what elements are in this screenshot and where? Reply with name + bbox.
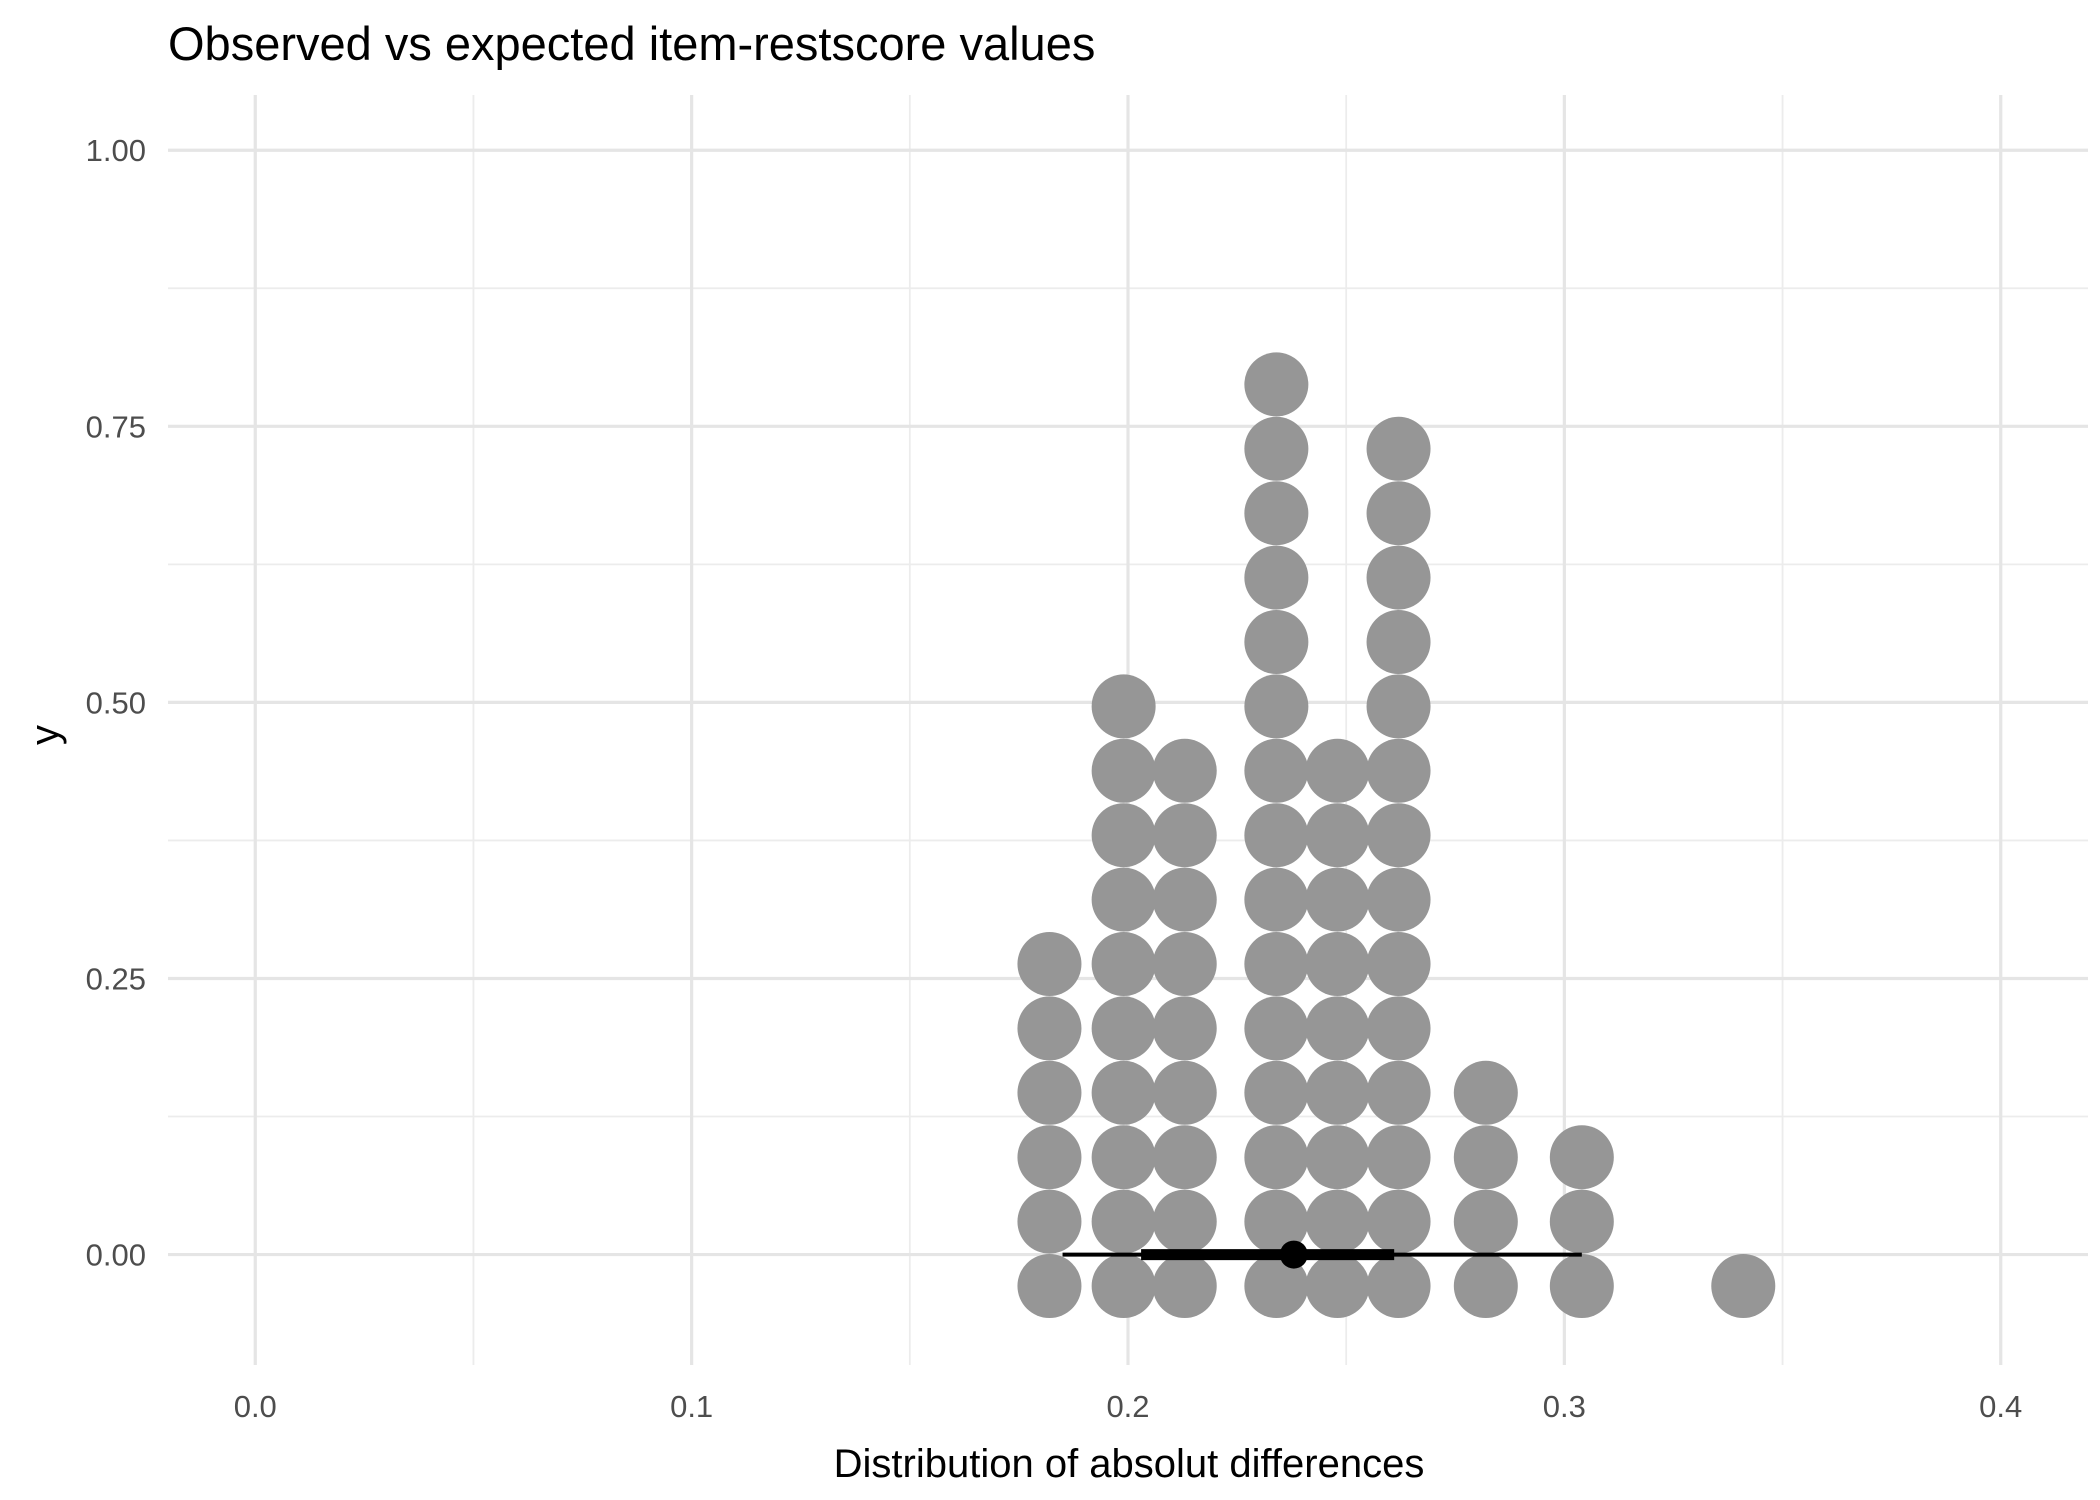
dot bbox=[1453, 1254, 1518, 1318]
dot bbox=[1244, 1125, 1309, 1190]
dot bbox=[1152, 1189, 1217, 1254]
dot bbox=[1244, 996, 1309, 1061]
dot bbox=[1091, 803, 1156, 868]
dot bbox=[1453, 1189, 1518, 1254]
dot bbox=[1366, 1060, 1431, 1125]
dot bbox=[1152, 1254, 1217, 1318]
dot bbox=[1366, 803, 1431, 868]
dot bbox=[1305, 803, 1370, 868]
dot bbox=[1091, 674, 1156, 739]
dot bbox=[1244, 803, 1309, 868]
dot bbox=[1366, 996, 1431, 1061]
dot bbox=[1305, 996, 1370, 1061]
dot bbox=[1152, 932, 1217, 996]
dot bbox=[1017, 1125, 1082, 1190]
y-tick-label: 0.25 bbox=[86, 961, 146, 996]
point-interval bbox=[1062, 1240, 1582, 1269]
x-tick-label: 0.0 bbox=[234, 1389, 277, 1424]
x-axis-title: Distribution of absolut differences bbox=[834, 1442, 1425, 1486]
dot bbox=[1549, 1254, 1614, 1318]
dot bbox=[1549, 1125, 1614, 1190]
dot bbox=[1091, 996, 1156, 1061]
dot bbox=[1244, 610, 1309, 674]
dot bbox=[1152, 867, 1217, 932]
dot bbox=[1244, 1060, 1309, 1125]
dot bbox=[1244, 545, 1309, 610]
dot bbox=[1244, 416, 1309, 481]
dot bbox=[1549, 1189, 1614, 1254]
dot bbox=[1152, 1060, 1217, 1125]
median-point bbox=[1279, 1240, 1308, 1269]
dot bbox=[1091, 1125, 1156, 1190]
y-axis-title: y bbox=[23, 725, 67, 745]
dot bbox=[1152, 803, 1217, 868]
dot bbox=[1305, 1125, 1370, 1190]
dot bbox=[1711, 1254, 1776, 1318]
dot bbox=[1244, 674, 1309, 739]
x-tick-labels: 0.0 0.1 0.2 0.3 0.4 bbox=[234, 1389, 2023, 1424]
dot bbox=[1244, 1254, 1309, 1318]
dot bbox=[1305, 932, 1370, 996]
dot bbox=[1366, 674, 1431, 739]
y-tick-label: 0.75 bbox=[86, 409, 146, 444]
dot bbox=[1366, 932, 1431, 996]
dot bbox=[1305, 867, 1370, 932]
dot bbox=[1366, 1189, 1431, 1254]
dot bbox=[1366, 1254, 1431, 1318]
x-tick-label: 0.4 bbox=[1979, 1389, 2022, 1424]
dot bbox=[1305, 738, 1370, 803]
dot bbox=[1152, 1125, 1217, 1190]
dot bbox=[1305, 1060, 1370, 1125]
dot bbox=[1152, 996, 1217, 1061]
dot bbox=[1366, 738, 1431, 803]
dot bbox=[1244, 1189, 1309, 1254]
dot bbox=[1453, 1125, 1518, 1190]
dot bbox=[1244, 867, 1309, 932]
dot bbox=[1244, 738, 1309, 803]
x-tick-label: 0.1 bbox=[670, 1389, 713, 1424]
dot bbox=[1017, 996, 1082, 1061]
dot bbox=[1366, 867, 1431, 932]
dot bbox=[1017, 1254, 1082, 1318]
y-tick-label: 0.50 bbox=[86, 685, 146, 720]
y-tick-label: 0.00 bbox=[86, 1238, 146, 1273]
dot bbox=[1091, 867, 1156, 932]
dot bbox=[1366, 610, 1431, 674]
dot bbox=[1091, 1060, 1156, 1125]
x-tick-label: 0.2 bbox=[1106, 1389, 1149, 1424]
dot bbox=[1244, 932, 1309, 996]
dot bbox=[1091, 932, 1156, 996]
dot bbox=[1017, 1060, 1082, 1125]
chart-title: Observed vs expected item-restscore valu… bbox=[168, 17, 1095, 70]
dot bbox=[1091, 738, 1156, 803]
dot bbox=[1017, 932, 1082, 996]
dot bbox=[1305, 1254, 1370, 1318]
dot bbox=[1305, 1189, 1370, 1254]
dot bbox=[1244, 481, 1309, 546]
dot bbox=[1244, 352, 1309, 417]
dot bbox=[1366, 545, 1431, 610]
dot bbox=[1091, 1254, 1156, 1318]
dot bbox=[1366, 481, 1431, 546]
dot bbox=[1017, 1189, 1082, 1254]
dot bbox=[1453, 1060, 1518, 1125]
dot bbox=[1152, 738, 1217, 803]
dot bbox=[1091, 1189, 1156, 1254]
dot bbox=[1366, 1125, 1431, 1190]
dot bbox=[1366, 416, 1431, 481]
y-tick-labels: 0.00 0.25 0.50 0.75 1.00 bbox=[86, 133, 146, 1272]
y-tick-label: 1.00 bbox=[86, 133, 146, 168]
x-tick-label: 0.3 bbox=[1543, 1389, 1586, 1424]
dot-stacks bbox=[1017, 352, 1776, 1318]
